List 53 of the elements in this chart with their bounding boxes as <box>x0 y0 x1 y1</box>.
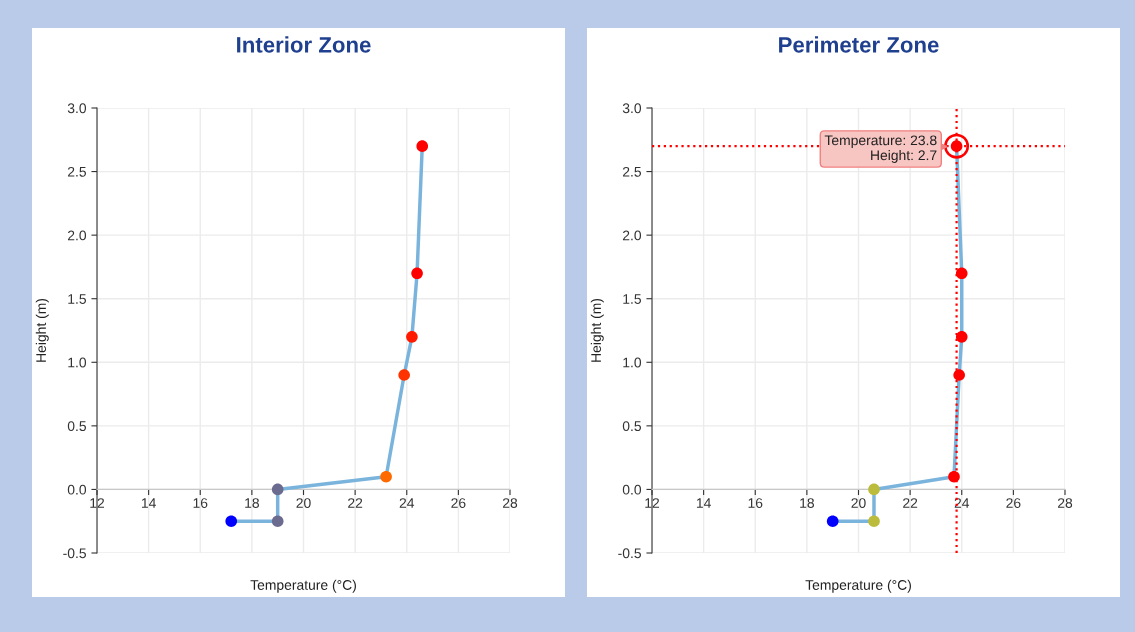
x-tick-label: 24 <box>399 498 415 508</box>
y-axis-title: Height (m) <box>590 298 604 362</box>
x-tick-label: 18 <box>245 498 259 508</box>
y-tick-label: 2.5 <box>67 166 86 177</box>
annotation: Temperature: 23.8 Height: 2.7 <box>824 135 937 163</box>
y-tick-label: 3.0 <box>67 103 87 114</box>
x-tick-label: 16 <box>748 498 763 508</box>
x-tick-label: 14 <box>141 498 156 508</box>
point <box>826 515 839 528</box>
chart-title: Interior Zone <box>237 36 371 53</box>
x-tick-label: 16 <box>193 498 208 508</box>
point <box>955 331 968 343</box>
point <box>411 267 423 280</box>
y-tick-label: 2.0 <box>622 230 642 241</box>
point <box>868 483 880 496</box>
x-tick-label: 14 <box>696 498 711 508</box>
point <box>398 369 410 381</box>
x-tick-label: 20 <box>851 498 866 508</box>
y-tick-label: 0.0 <box>622 484 642 495</box>
point <box>380 470 392 483</box>
point <box>955 267 968 280</box>
point <box>416 140 429 152</box>
y-axis-title: Height (m) <box>35 298 49 362</box>
x-tick-label: 18 <box>800 498 814 508</box>
y-tick-label: -0.5 <box>63 548 86 559</box>
point <box>225 515 238 528</box>
x-tick-label: 20 <box>296 498 311 508</box>
point <box>271 483 284 496</box>
point <box>406 331 418 343</box>
point <box>953 369 965 381</box>
y-tick-label: 0.0 <box>67 484 87 495</box>
y-tick-label: 1.0 <box>623 357 642 368</box>
y-tick-label: 0.5 <box>622 421 641 432</box>
point <box>868 515 880 528</box>
x-tick-label: 26 <box>1006 498 1021 508</box>
x-axis-title: Temperature (°C) <box>250 579 356 593</box>
x-tick-label: 28 <box>1057 498 1073 508</box>
y-tick-label: 0.5 <box>67 421 86 432</box>
y-tick-label: 1.5 <box>68 294 86 304</box>
y-tick-label: 2.0 <box>67 230 87 241</box>
y-tick-label: 1.0 <box>68 357 87 368</box>
x-tick-label: 22 <box>348 498 363 508</box>
y-tick-label: 3.0 <box>622 103 642 114</box>
y-tick-label: 1.5 <box>623 294 641 304</box>
x-axis-title: Temperature (°C) <box>805 579 911 593</box>
y-tick-label: 2.5 <box>622 166 641 177</box>
x-tick-label: 26 <box>451 498 466 508</box>
x-tick-label: 28 <box>502 498 518 508</box>
y-tick-label: -0.5 <box>618 548 641 559</box>
x-tick-label: 24 <box>954 498 970 508</box>
chart-title: Perimeter Zone <box>779 36 939 53</box>
x-tick-label: 22 <box>903 498 918 508</box>
point <box>271 515 284 528</box>
